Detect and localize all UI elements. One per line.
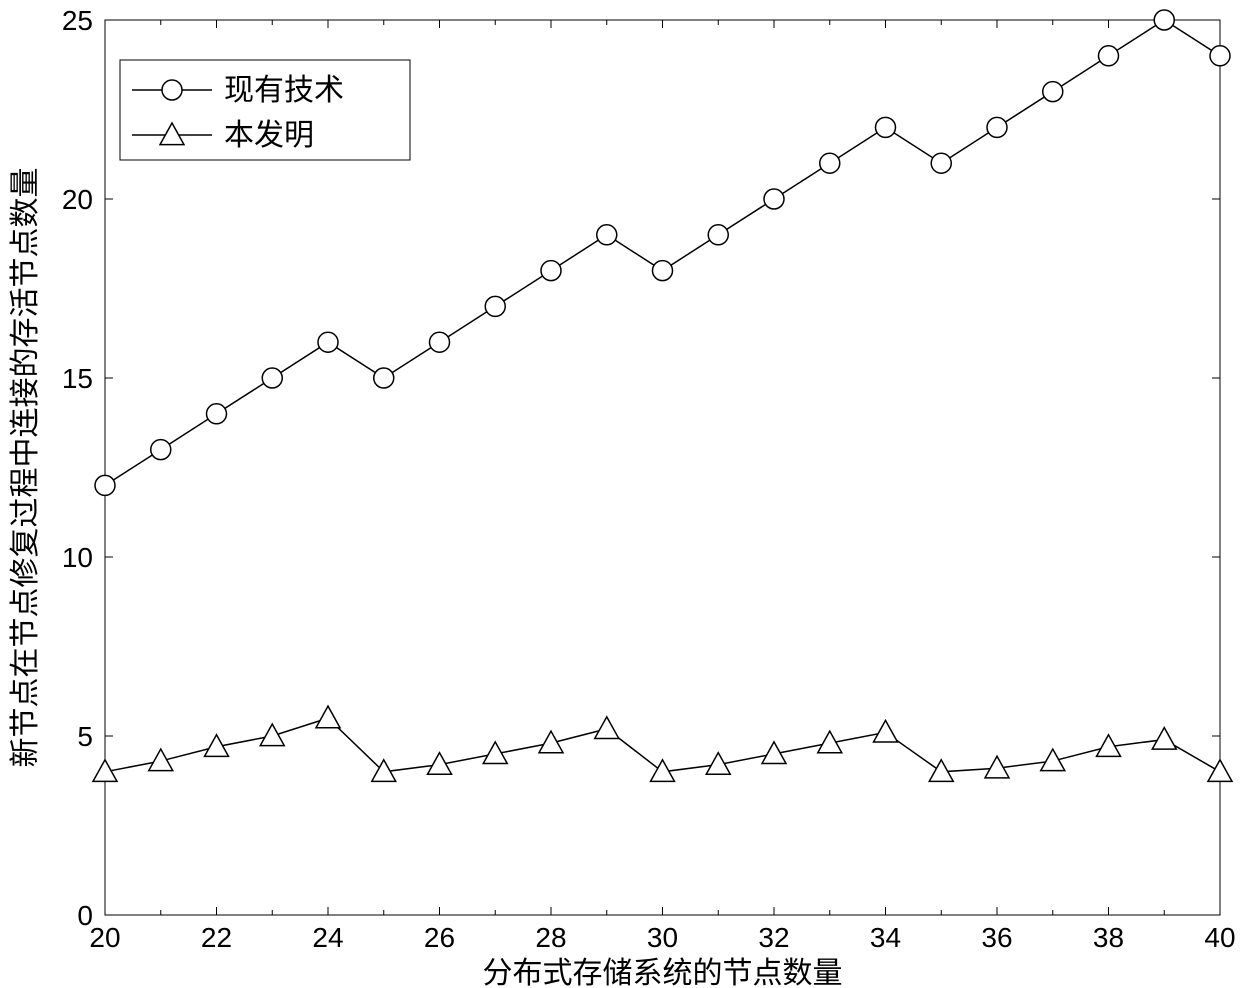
x-tick-label: 40 [1204, 922, 1235, 953]
y-tick-label: 10 [62, 542, 93, 573]
x-tick-label: 28 [535, 922, 566, 953]
series-1 [93, 706, 1232, 781]
y-tick-label: 15 [62, 363, 93, 394]
y-tick-label: 0 [77, 900, 93, 931]
x-tick-label: 32 [758, 922, 789, 953]
x-tick-label: 20 [89, 922, 120, 953]
x-tick-label: 26 [424, 922, 455, 953]
legend: 现有技术本发明 [120, 60, 410, 160]
x-tick-label: 36 [981, 922, 1012, 953]
chart-container: 20 22 24 26 28 30 32 34 36 38 40 0 5 10 15 20 25 分布式存储系统的… [0, 0, 1240, 988]
x-axis-label: 分布式存储系统的节点数量 [483, 957, 843, 988]
x-tick-label: 24 [312, 922, 343, 953]
y-axis-label: 新节点在节点修复过程中连接的存活节点数量 [9, 168, 42, 768]
line-chart: 20 22 24 26 28 30 32 34 36 38 40 0 5 10 15 20 25 分布式存储系统的… [0, 0, 1240, 988]
y-tick-label: 20 [62, 184, 93, 215]
x-tick-label: 38 [1093, 922, 1124, 953]
y-tick-label: 25 [62, 5, 93, 36]
legend-item-label: 现有技术 [224, 74, 344, 107]
y-tick-label: 5 [77, 721, 93, 752]
x-tick-label: 30 [647, 922, 678, 953]
x-tick-label: 22 [201, 922, 232, 953]
legend-item-label: 本发明 [224, 119, 314, 152]
x-tick-label: 34 [870, 922, 901, 953]
